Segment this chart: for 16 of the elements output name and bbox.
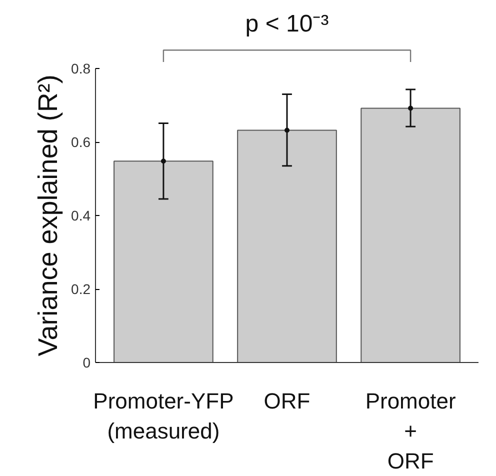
y-tick-label: 0.6: [71, 134, 91, 150]
x-tick-label: ORF: [264, 388, 310, 414]
x-tick-label: Promoter + ORF: [365, 388, 456, 474]
bar: [237, 130, 337, 362]
bar: [360, 108, 460, 362]
x-tick-label: Promoter-YFP (measured): [93, 388, 234, 444]
y-axis-title: Variance explained (R²): [33, 74, 64, 356]
text: p < 10⁻³: [245, 10, 329, 38]
point: [408, 106, 414, 111]
y-tick-label: 0: [82, 354, 91, 370]
y-tick-label: 0.4: [71, 208, 91, 224]
y-tick-label: 0.8: [71, 60, 91, 76]
point: [160, 158, 166, 164]
y-tick-label: 0.2: [71, 281, 91, 297]
bar: [114, 160, 214, 362]
point: [284, 128, 290, 133]
